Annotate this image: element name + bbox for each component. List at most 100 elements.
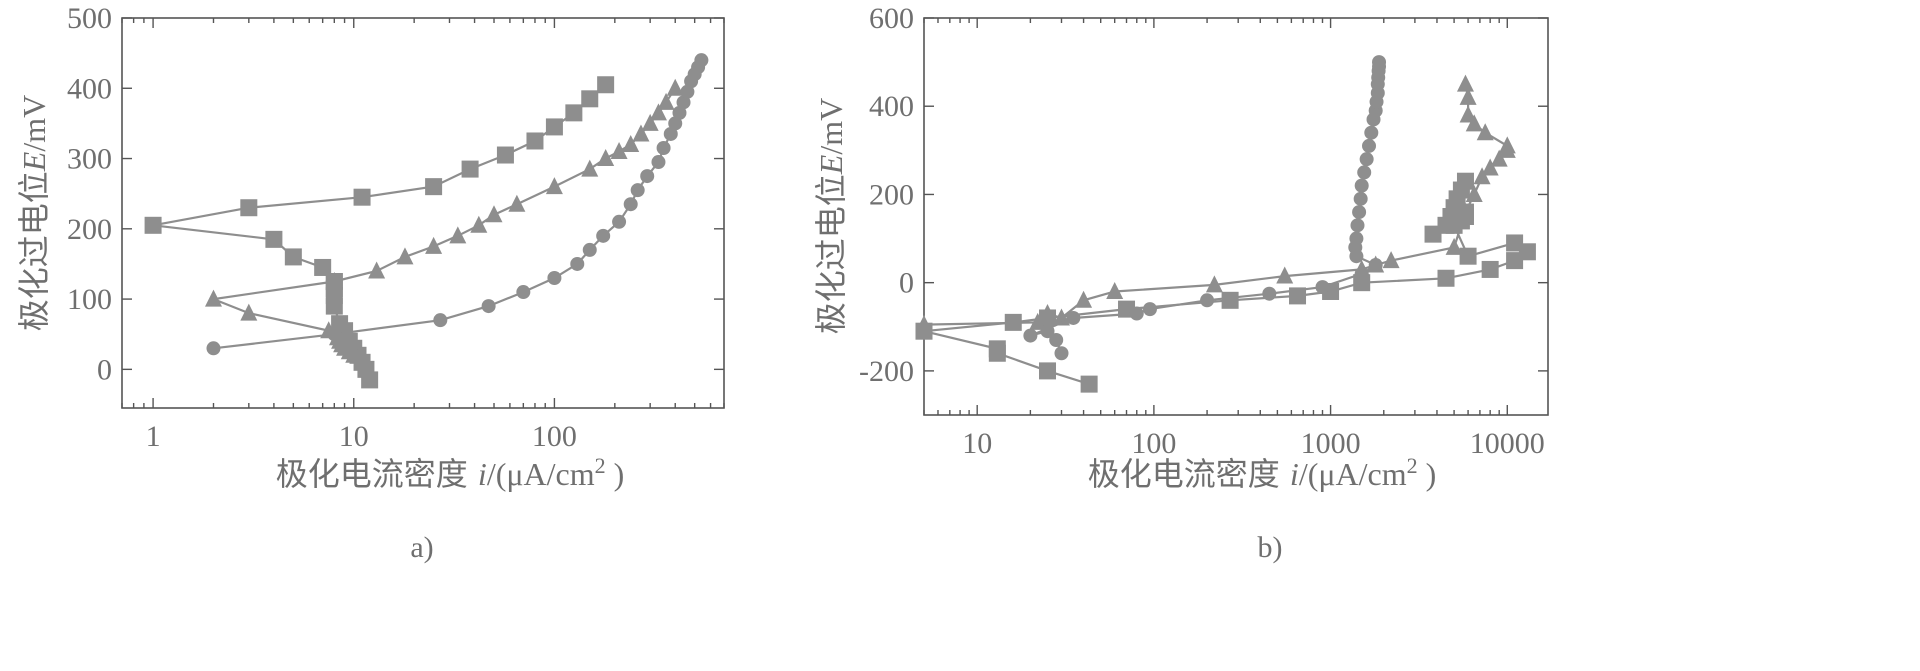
data-point-triangle <box>1459 105 1477 123</box>
data-point-circle <box>630 183 645 198</box>
data-point-triangle <box>449 226 467 244</box>
data-point-square <box>144 216 162 234</box>
data-point-triangle <box>1465 184 1483 202</box>
data-point-circle <box>1352 205 1367 220</box>
data-point-triangle <box>622 134 640 152</box>
data-point-triangle <box>1205 275 1223 293</box>
data-point-circle <box>1315 280 1330 295</box>
x-axis-label-exponent: 2 <box>595 453 606 478</box>
data-point-circle <box>1129 306 1144 321</box>
data-point-square <box>1221 291 1239 309</box>
data-point-triangle <box>1498 136 1516 154</box>
data-point-triangle <box>632 124 650 142</box>
chart-panel-b: 10 100 1000 10000 -200 0 200 400 600 极化电流密度 i/(μA… <box>812 2 1549 564</box>
data-point-circle <box>1054 346 1069 361</box>
data-point-triangle <box>666 78 684 96</box>
data-point-square <box>565 104 583 122</box>
data-point-circle <box>1368 258 1383 273</box>
data-point-square <box>461 160 479 178</box>
data-point-circle <box>1353 191 1368 206</box>
data-point-triangle <box>1456 202 1474 220</box>
data-point-triangle <box>1106 281 1124 299</box>
data-point-circle <box>433 313 448 328</box>
data-point-circle <box>663 126 678 141</box>
x-axis-label-unit: /(μA/cm <box>1299 456 1407 492</box>
data-point-triangle <box>204 289 222 307</box>
x-axis-label-close: ) <box>606 456 625 492</box>
data-point-circle <box>481 299 496 314</box>
x-tick-label: 10 <box>339 420 369 453</box>
y-axis-label: 极化过电位E/mV <box>15 95 53 331</box>
data-point-triangle <box>610 142 628 160</box>
data-point-circle <box>582 242 597 257</box>
data-point-square <box>284 248 302 266</box>
y-axis-label-text: 极化过电位 <box>15 171 53 331</box>
y-axis-label-text: 极化过电位 <box>812 174 850 334</box>
data-point-square <box>425 178 443 196</box>
x-tick-label: 100 <box>1131 427 1176 460</box>
data-point-square <box>1424 225 1442 243</box>
data-point-triangle <box>1465 114 1483 132</box>
y-axis-label-unit: /mV <box>813 98 849 155</box>
data-point-triangle <box>325 272 343 290</box>
y-tick-label: 400 <box>67 72 112 105</box>
data-point-triangle <box>396 247 414 265</box>
data-point-square <box>496 146 514 164</box>
data-point-circle <box>1023 328 1038 343</box>
data-point-triangle <box>485 205 503 223</box>
data-point-triangle <box>1459 87 1477 105</box>
x-axis-label-text: 极化电流密度 <box>1088 455 1290 493</box>
data-point-triangle <box>581 159 599 177</box>
data-point-triangle <box>368 261 386 279</box>
x-tick-label: 10000 <box>1470 427 1545 460</box>
series-line-circle <box>1029 62 1381 354</box>
x-axis-label: 极化电流密度 i/(μA/cm2 ) <box>276 453 625 493</box>
data-point-square <box>240 199 258 217</box>
data-point-triangle <box>1039 304 1057 322</box>
data-point-square <box>526 132 544 150</box>
y-axis-label-unit: /mV <box>16 95 52 152</box>
y-tick-label: 600 <box>869 2 914 35</box>
data-point-triangle <box>1276 266 1294 284</box>
data-point-square <box>988 340 1006 358</box>
panel-caption: b) <box>1258 531 1283 564</box>
x-axis-label-var: i <box>1290 456 1299 492</box>
data-point-circle <box>656 141 671 155</box>
data-point-circle <box>1349 231 1364 246</box>
data-point-square <box>1481 260 1499 278</box>
data-point-triangle <box>641 113 659 131</box>
data-point-circle <box>516 285 531 300</box>
data-point-triangle <box>1473 167 1491 185</box>
data-point-circle <box>1354 178 1369 193</box>
data-point-circle <box>672 105 687 120</box>
data-point-circle <box>1362 138 1377 153</box>
data-point-circle <box>570 256 585 271</box>
data-point-square <box>1437 269 1455 287</box>
x-axis-label-var: i <box>478 456 487 492</box>
y-tick-label: 0 <box>899 267 914 300</box>
y-tick-label: 0 <box>97 353 112 386</box>
chart-panel-a: 1 10 100 0 100 200 300 400 500 极化电流密度 i/(μA/cm2 )… <box>15 2 725 564</box>
y-tick-label: 200 <box>869 178 914 211</box>
x-tick-label: 1 <box>146 420 161 453</box>
plot-frame <box>121 17 725 409</box>
data-point-square <box>1039 362 1057 380</box>
data-point-square <box>597 76 615 94</box>
data-point-circle <box>668 116 683 131</box>
data-point-circle <box>1364 125 1379 140</box>
data-point-triangle <box>545 177 563 195</box>
data-point-triangle <box>1382 251 1400 269</box>
data-point-circle <box>1359 152 1374 167</box>
x-tick-label: 1000 <box>1301 427 1361 460</box>
data-point-square <box>1080 375 1098 393</box>
y-axis-label-var: E <box>813 154 849 175</box>
y-tick-label: 400 <box>869 90 914 123</box>
data-point-circle <box>694 53 709 68</box>
data-point-triangle <box>470 215 488 233</box>
data-point-triangle <box>597 149 615 167</box>
data-point-triangle <box>425 236 443 254</box>
data-point-circle <box>206 341 221 356</box>
data-point-circle <box>1066 310 1081 325</box>
y-tick-label: 500 <box>67 2 112 35</box>
